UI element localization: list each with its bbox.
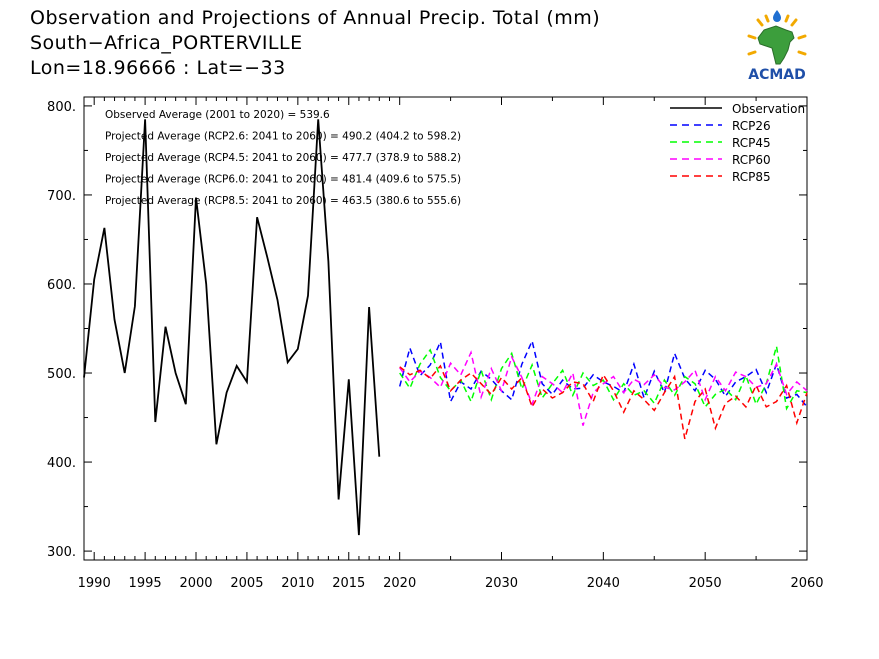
y-tick-label: 500. — [47, 367, 76, 382]
average-annotation: Projected Average (RCP6.0: 2041 to 2060)… — [105, 174, 461, 186]
x-tick-label: 2020 — [383, 576, 416, 591]
average-annotation: Projected Average (RCP2.6: 2041 to 2060)… — [105, 131, 461, 143]
plot-frame — [83, 96, 808, 561]
series-line-observation — [83, 119, 381, 536]
x-tick-label: 2015 — [332, 576, 365, 591]
legend-label: Observation — [732, 102, 805, 116]
legend-label: RCP26 — [732, 119, 771, 133]
x-tick-label: 1990 — [78, 576, 111, 591]
legend-label: RCP60 — [732, 153, 771, 167]
x-tick-label: 2040 — [587, 576, 620, 591]
y-tick-label: 800. — [47, 100, 76, 115]
x-tick-label: 2050 — [689, 576, 722, 591]
series-line-rcp85 — [399, 364, 808, 440]
y-tick-label: 400. — [47, 456, 76, 471]
title-line-1: Observation and Projections of Annual Pr… — [30, 7, 601, 29]
average-annotation: Observed Average (2001 to 2020) = 539.6 — [105, 109, 330, 121]
series-line-rcp60 — [399, 350, 808, 426]
x-tick-label: 2060 — [790, 576, 823, 591]
title-line-3: Lon=18.96666 : Lat=−33 — [30, 57, 286, 79]
x-tick-label: 2005 — [230, 576, 263, 591]
x-tick-label: 2030 — [485, 576, 518, 591]
x-tick-label: 2010 — [281, 576, 314, 591]
x-tick-label: 2000 — [179, 576, 212, 591]
legend-label: RCP85 — [732, 170, 771, 184]
average-annotation: Projected Average (RCP4.5: 2041 to 2060)… — [105, 152, 461, 164]
y-tick-label: 300. — [47, 545, 76, 560]
x-tick-label: 1995 — [129, 576, 162, 591]
title-line-2: South−Africa_PORTERVILLE — [30, 32, 303, 54]
africa-map-sun-icon: ACMAD — [747, 10, 807, 83]
series-line-rcp26 — [398, 338, 808, 408]
legend-label: RCP45 — [732, 136, 771, 150]
average-annotation: Projected Average (RCP8.5: 2041 to 2060)… — [105, 195, 461, 207]
logo-text: ACMAD — [748, 67, 806, 83]
acmad-logo: ACMAD — [736, 8, 818, 84]
y-tick-label: 700. — [47, 189, 76, 204]
series-line-rcp45 — [399, 346, 808, 411]
y-tick-label: 600. — [47, 278, 76, 293]
